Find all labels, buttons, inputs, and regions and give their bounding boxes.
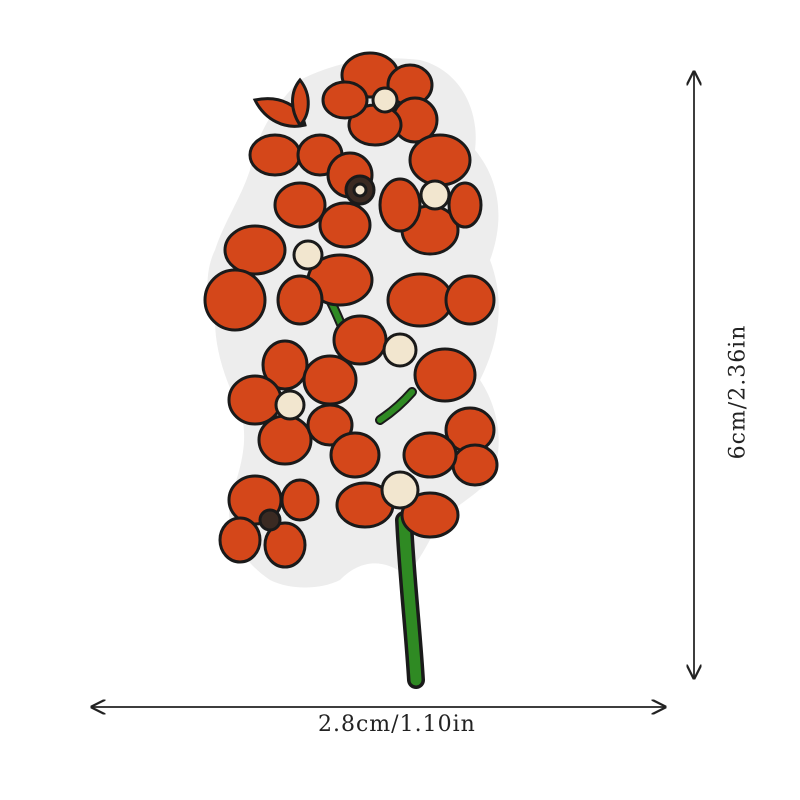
flower-left-middle [203,224,374,332]
flower-right-upper [378,133,483,256]
flower-mid-upper [273,151,376,249]
height-label: 6cm/2.36in [725,324,751,460]
flower-bottom-left [218,474,320,569]
flower-lower-left [227,339,358,466]
flower-cluster [203,51,499,569]
flower-lower-right [329,406,499,539]
flower-right-middle [332,272,496,403]
flower-top [321,51,439,147]
width-label: 2.8cm/1.10in [318,712,476,737]
